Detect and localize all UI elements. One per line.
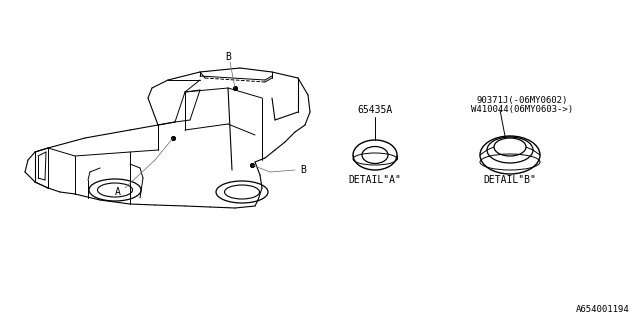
Text: B: B — [300, 165, 306, 175]
Text: B: B — [225, 52, 231, 62]
Text: W410044(06MY0603->): W410044(06MY0603->) — [471, 105, 573, 114]
Text: DETAIL"A": DETAIL"A" — [349, 175, 401, 185]
Text: A: A — [115, 187, 121, 197]
Text: 65435A: 65435A — [357, 105, 392, 115]
Text: 90371J(-06MY0602): 90371J(-06MY0602) — [476, 95, 568, 105]
Text: A654001194: A654001194 — [576, 305, 630, 314]
Text: DETAIL"B": DETAIL"B" — [484, 175, 536, 185]
